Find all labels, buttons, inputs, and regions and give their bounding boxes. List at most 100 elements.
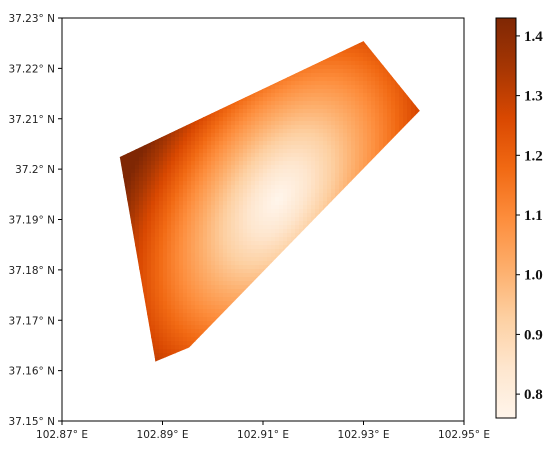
- heatmap-cell: [355, 237, 360, 242]
- heatmap-cell: [271, 229, 276, 234]
- heatmap-cell: [167, 109, 172, 114]
- heatmap-cell: [263, 57, 268, 62]
- heatmap-cell: [371, 177, 376, 182]
- heatmap-cell: [235, 257, 240, 262]
- heatmap-cell: [311, 209, 316, 214]
- heatmap-cell: [247, 269, 252, 274]
- heatmap-cell: [283, 153, 288, 158]
- heatmap-cell: [175, 289, 180, 294]
- heatmap-cell: [199, 105, 204, 110]
- heatmap-cell: [215, 65, 220, 70]
- heatmap-cell: [259, 169, 264, 174]
- heatmap-cell: [135, 157, 140, 162]
- heatmap-cell: [327, 117, 332, 122]
- heatmap-cell: [243, 253, 248, 258]
- heatmap-cell: [131, 229, 136, 234]
- heatmap-cell: [391, 225, 396, 230]
- heatmap-cell: [155, 209, 160, 214]
- heatmap-cell: [159, 89, 164, 94]
- heatmap-cell: [331, 249, 336, 254]
- heatmap-cell: [239, 177, 244, 182]
- heatmap-cell: [215, 181, 220, 186]
- heatmap-cell: [171, 165, 176, 170]
- heatmap-cell: [195, 73, 200, 78]
- heatmap-cell: [287, 245, 292, 250]
- heatmap-cell: [207, 125, 212, 130]
- heatmap-cell: [279, 169, 284, 174]
- heatmap-cell: [151, 173, 156, 178]
- heatmap-cell: [271, 145, 276, 150]
- heatmap-cell: [271, 265, 276, 270]
- heatmap-cell: [215, 189, 220, 194]
- heatmap-cell: [123, 137, 128, 142]
- heatmap-cell: [119, 289, 124, 294]
- heatmap-cell: [211, 57, 216, 62]
- heatmap-cell: [379, 229, 384, 234]
- heatmap-cell: [355, 241, 360, 246]
- heatmap-cell: [375, 153, 380, 158]
- heatmap-cell: [359, 41, 364, 46]
- heatmap-cell: [211, 289, 216, 294]
- heatmap-cell: [235, 301, 240, 306]
- heatmap-cell: [287, 277, 292, 282]
- heatmap-cell: [403, 265, 408, 270]
- heatmap-cell: [139, 49, 144, 54]
- heatmap-cell: [323, 185, 328, 190]
- heatmap-cell: [207, 253, 212, 258]
- heatmap-cell: [219, 253, 224, 258]
- heatmap-cell: [419, 101, 420, 106]
- heatmap-cell: [287, 257, 292, 262]
- heatmap-cell: [291, 249, 296, 254]
- heatmap-cell: [147, 285, 152, 290]
- heatmap-cell: [419, 41, 420, 46]
- heatmap-cell: [355, 85, 360, 90]
- heatmap-cell: [315, 129, 320, 134]
- heatmap-cell: [155, 101, 160, 106]
- heatmap-cell: [155, 109, 160, 114]
- heatmap-cell: [415, 249, 420, 254]
- heatmap-cell: [207, 233, 212, 238]
- heatmap-cell: [327, 53, 332, 58]
- heatmap-cell: [363, 233, 368, 238]
- heatmap-cell: [235, 161, 240, 166]
- heatmap-cell: [323, 129, 328, 134]
- heatmap-cell: [139, 289, 144, 294]
- heatmap-cell: [231, 149, 236, 154]
- heatmap-cell: [271, 169, 276, 174]
- heatmap-cell: [119, 85, 124, 90]
- heatmap-cell: [359, 125, 364, 130]
- heatmap-cell: [163, 213, 168, 218]
- heatmap-cell: [387, 145, 392, 150]
- heatmap-cell: [239, 249, 244, 254]
- heatmap-cell: [315, 45, 320, 50]
- heatmap-cell: [243, 205, 248, 210]
- heatmap-cell: [391, 149, 396, 154]
- heatmap-cell: [243, 165, 248, 170]
- heatmap-cell: [403, 137, 408, 142]
- heatmap-cell: [259, 137, 264, 142]
- heatmap-cell: [211, 69, 216, 74]
- heatmap-cell: [223, 201, 228, 206]
- heatmap-cell: [171, 253, 176, 258]
- heatmap-cell: [403, 129, 408, 134]
- heatmap-cell: [227, 201, 232, 206]
- heatmap-cell: [263, 45, 268, 50]
- heatmap-cell: [247, 77, 252, 82]
- heatmap-cell: [171, 93, 176, 98]
- heatmap-cell: [239, 69, 244, 74]
- heatmap-cell: [211, 129, 216, 134]
- heatmap-cell: [387, 45, 392, 50]
- heatmap-cell: [127, 233, 132, 238]
- heatmap-cell: [319, 85, 324, 90]
- heatmap-cell: [159, 297, 164, 302]
- heatmap-cell: [247, 205, 252, 210]
- heatmap-cell: [307, 189, 312, 194]
- heatmap-cell: [371, 265, 376, 270]
- heatmap-cell: [155, 197, 160, 202]
- heatmap-cell: [339, 65, 344, 70]
- heatmap-cell: [355, 145, 360, 150]
- heatmap-cell: [303, 125, 308, 130]
- heatmap-cell: [419, 145, 420, 150]
- heatmap-cell: [331, 257, 336, 262]
- heatmap-cell: [163, 113, 168, 118]
